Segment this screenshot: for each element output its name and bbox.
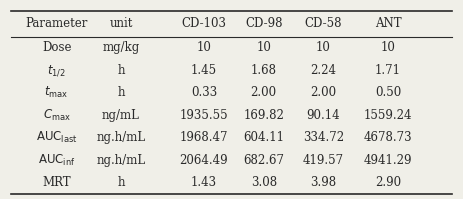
Text: 334.72: 334.72 <box>303 131 344 144</box>
Text: CD-98: CD-98 <box>245 18 282 30</box>
Text: 604.11: 604.11 <box>243 131 284 144</box>
Text: 1.68: 1.68 <box>251 64 277 77</box>
Text: $C_{\mathrm{max}}$: $C_{\mathrm{max}}$ <box>43 108 70 123</box>
Text: 4941.29: 4941.29 <box>364 154 412 167</box>
Text: 1559.24: 1559.24 <box>364 109 412 122</box>
Text: $\mathrm{AUC}_{\mathrm{last}}$: $\mathrm{AUC}_{\mathrm{last}}$ <box>36 130 77 145</box>
Text: CD-58: CD-58 <box>305 18 342 30</box>
Text: CD-103: CD-103 <box>181 18 226 30</box>
Text: ng/mL: ng/mL <box>102 109 140 122</box>
Text: 2.00: 2.00 <box>250 86 277 99</box>
Text: h: h <box>117 86 125 99</box>
Text: 1968.47: 1968.47 <box>180 131 228 144</box>
Text: 1.43: 1.43 <box>191 176 217 189</box>
Text: 1.45: 1.45 <box>191 64 217 77</box>
Text: ANT: ANT <box>375 18 401 30</box>
Text: $t_{\mathrm{max}}$: $t_{\mathrm{max}}$ <box>44 85 69 100</box>
Text: 4678.73: 4678.73 <box>363 131 412 144</box>
Text: Dose: Dose <box>42 41 71 54</box>
Text: unit: unit <box>109 18 133 30</box>
Text: 2064.49: 2064.49 <box>180 154 228 167</box>
Text: 3.08: 3.08 <box>250 176 277 189</box>
Text: 1.71: 1.71 <box>375 64 401 77</box>
Text: 0.33: 0.33 <box>191 86 217 99</box>
Text: 2.90: 2.90 <box>375 176 401 189</box>
Text: 2.00: 2.00 <box>311 86 337 99</box>
Text: $\mathrm{AUC}_{\mathrm{inf}}$: $\mathrm{AUC}_{\mathrm{inf}}$ <box>38 152 75 168</box>
Text: MRT: MRT <box>42 176 71 189</box>
Text: $t_{1/2}$: $t_{1/2}$ <box>47 63 66 78</box>
Text: 2.24: 2.24 <box>311 64 337 77</box>
Text: 10: 10 <box>196 41 211 54</box>
Text: 10: 10 <box>381 41 395 54</box>
Text: 0.50: 0.50 <box>375 86 401 99</box>
Text: 90.14: 90.14 <box>307 109 340 122</box>
Text: ng.h/mL: ng.h/mL <box>96 131 145 144</box>
Text: 419.57: 419.57 <box>303 154 344 167</box>
Text: 10: 10 <box>316 41 331 54</box>
Text: h: h <box>117 176 125 189</box>
Text: 3.98: 3.98 <box>311 176 337 189</box>
Text: ng.h/mL: ng.h/mL <box>96 154 145 167</box>
Text: 10: 10 <box>257 41 271 54</box>
Text: 682.67: 682.67 <box>243 154 284 167</box>
Text: 169.82: 169.82 <box>243 109 284 122</box>
Text: h: h <box>117 64 125 77</box>
Text: mg/kg: mg/kg <box>102 41 140 54</box>
Text: 1935.55: 1935.55 <box>180 109 228 122</box>
Text: Parameter: Parameter <box>25 18 88 30</box>
